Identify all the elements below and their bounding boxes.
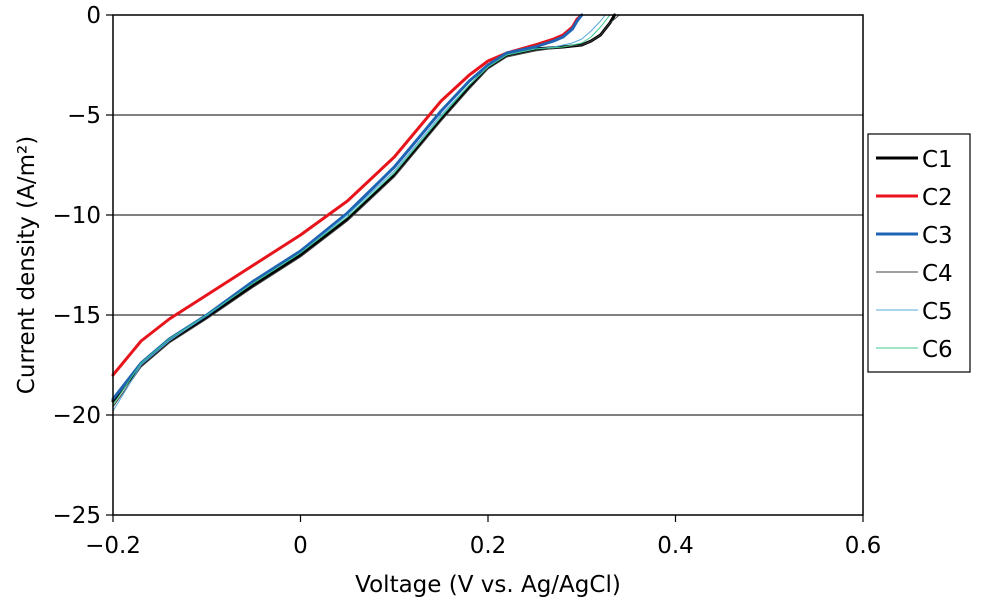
legend-label-c5: C5 bbox=[922, 299, 953, 325]
y-tick-label: 0 bbox=[86, 3, 101, 29]
series-line-c6 bbox=[112, 14, 611, 406]
y-axis-label: Current density (A/m²) bbox=[14, 136, 40, 394]
y-tick-label: −20 bbox=[52, 403, 101, 429]
gridlines bbox=[113, 114, 863, 416]
legend-label-c1: C1 bbox=[922, 147, 953, 173]
series-line-c4 bbox=[112, 14, 620, 408]
x-tick-label: −0.2 bbox=[85, 533, 141, 559]
series-lines bbox=[111, 13, 620, 412]
y-tick-label: −5 bbox=[67, 103, 101, 129]
y-tick-label: −25 bbox=[52, 503, 101, 529]
legend-label-c6: C6 bbox=[922, 337, 953, 363]
x-axis-ticks: −0.2 0 0.2 0.4 0.6 bbox=[85, 515, 881, 559]
x-tick-label: 0 bbox=[293, 533, 308, 559]
plot-area-frame bbox=[112, 14, 864, 516]
legend-label-c2: C2 bbox=[922, 185, 953, 211]
y-axis-ticks: 0 −5 −10 −15 −20 −25 bbox=[52, 3, 113, 529]
legend: C1 C2 C3 C4 C5 C6 bbox=[867, 133, 971, 373]
x-tick-label: 0.6 bbox=[845, 533, 882, 559]
x-tick-label: 0.4 bbox=[657, 533, 694, 559]
legend-label-c3: C3 bbox=[922, 223, 953, 249]
legend-label-c4: C4 bbox=[922, 261, 953, 287]
series-line-c2 bbox=[111, 13, 584, 377]
legend-box bbox=[867, 133, 971, 373]
x-axis-label: Voltage (V vs. Ag/AgCl) bbox=[355, 572, 621, 598]
y-tick-label: −10 bbox=[52, 203, 101, 229]
series-line-c5 bbox=[112, 14, 606, 412]
x-tick-label: 0.2 bbox=[470, 533, 507, 559]
series-line-c1 bbox=[111, 13, 617, 403]
series-line-c3 bbox=[111, 13, 584, 401]
y-tick-label: −15 bbox=[52, 303, 101, 329]
